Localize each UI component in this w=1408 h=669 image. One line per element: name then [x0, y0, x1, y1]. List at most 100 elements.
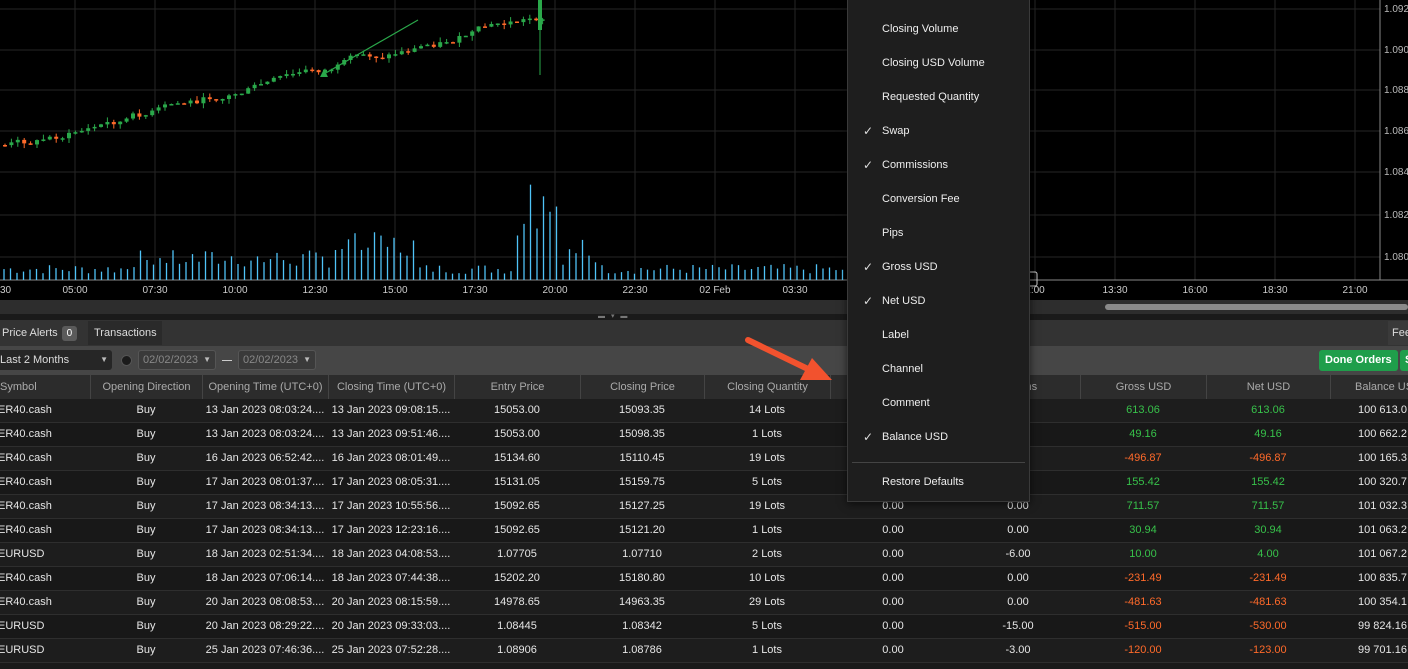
- column-header[interactable]: Closing Price: [580, 375, 704, 399]
- restore-defaults-item[interactable]: Restore Defaults: [848, 465, 1029, 499]
- chart-scrollbar-thumb[interactable]: [1105, 304, 1408, 310]
- candle-body: [227, 95, 231, 99]
- price-tick-label: 1.092: [1384, 4, 1408, 15]
- menu-item-requested-quantity[interactable]: Requested Quantity: [848, 80, 1029, 114]
- candle-body: [60, 138, 65, 140]
- table-cell-gross: -120.00: [1124, 644, 1162, 656]
- candle-body: [444, 42, 449, 44]
- menu-item-pips[interactable]: Pips: [848, 216, 1029, 250]
- custom-range-radio[interactable]: [121, 355, 132, 366]
- table-cell-gross: -231.49: [1124, 572, 1162, 584]
- s-button[interactable]: S: [1400, 350, 1408, 371]
- column-header[interactable]: Symbol: [0, 381, 37, 393]
- table-header: Symbol Opening Direction Opening Time (UTC…: [0, 375, 1408, 399]
- table-row[interactable]: ER40.cash Buy 17 Jan 2023 08:34:13.... 17 J…: [0, 519, 1408, 543]
- menu-item-commissions[interactable]: ✓ Commissions: [848, 148, 1029, 182]
- table-cell-symbol: EURUSD: [0, 644, 45, 656]
- column-header[interactable]: Opening Direction: [90, 375, 202, 399]
- column-header[interactable]: Entry Price: [454, 375, 580, 399]
- tab-fee[interactable]: Fee: [1388, 321, 1408, 345]
- date-from-field[interactable]: 02/02/2023 ▼: [138, 350, 216, 370]
- table-row[interactable]: ER40.cash Buy 17 Jan 2023 08:34:13.... 17 J…: [0, 495, 1408, 519]
- table-cell-close: 17 Jan 2023 10:55:56....: [331, 500, 451, 512]
- table-cell-bal: 100 835.7: [1358, 572, 1407, 584]
- table-cell-closep: 14963.35: [619, 596, 665, 608]
- table-row[interactable]: EURUSD Buy 25 Jan 2023 07:46:36.... 25 Jan …: [0, 639, 1408, 663]
- table-row[interactable]: ER40.cash Buy 13 Jan 2023 08:03:24.... 13 J…: [0, 399, 1408, 423]
- table-cell-bal: 100 354.1: [1358, 596, 1407, 608]
- table-cell-bal: 99 824.16: [1358, 620, 1407, 632]
- table-cell-symbol: ER40.cash: [0, 476, 52, 488]
- table-cell-net: -496.87: [1249, 452, 1287, 464]
- table-cell-entry: 15134.60: [494, 452, 540, 464]
- transactions-filter-bar: Last 2 Months ▼ 02/02/2023 ▼ 02/02/2023 …: [0, 346, 1408, 375]
- column-header[interactable]: Balance US: [1330, 375, 1408, 399]
- table-cell-net: 155.42: [1251, 476, 1285, 488]
- candle-body: [214, 99, 219, 101]
- panel-resize-handle[interactable]: ▬ ▾ ▬: [0, 313, 1408, 320]
- menu-item-closing-volume[interactable]: Closing Volume: [848, 12, 1029, 46]
- price-chart[interactable]: 1.092 1.090 1.088 1.086 1.084 1.082 1.080 30 05:…: [0, 0, 1408, 300]
- candle-body: [118, 121, 123, 125]
- column-header[interactable]: Gross USD: [1080, 375, 1206, 399]
- table-cell-gross: 613.06: [1126, 404, 1160, 416]
- table-row[interactable]: EURUSD Buy 20 Jan 2023 08:29:22.... 20 Jan …: [0, 615, 1408, 639]
- column-header[interactable]: Net USD: [1206, 375, 1330, 399]
- menu-item-label[interactable]: Label: [848, 318, 1029, 352]
- candle-body: [393, 54, 398, 56]
- table-cell-gross: 30.94: [1129, 524, 1157, 536]
- table-row[interactable]: ER40.cash Buy 18 Jan 2023 07:06:14.... 18 J…: [0, 567, 1408, 591]
- candle-body: [451, 42, 455, 44]
- time-tick-label: 30: [0, 285, 12, 296]
- column-header[interactable]: [830, 375, 956, 399]
- chart-scrollbar[interactable]: [0, 300, 1408, 314]
- menu-item-swap[interactable]: ✓ Swap: [848, 114, 1029, 148]
- menu-item-net-usd[interactable]: ✓ Net USD: [848, 284, 1029, 318]
- table-row[interactable]: ER40.cash Buy 13 Jan 2023 08:03:24.... 13 J…: [0, 423, 1408, 447]
- table-row[interactable]: ER40.cash Buy 16 Jan 2023 06:52:42.... 16 J…: [0, 447, 1408, 471]
- candle-body: [195, 100, 199, 104]
- column-header[interactable]: Opening Time (UTC+0): [202, 375, 328, 399]
- menu-item-label: Closing Volume: [882, 23, 959, 35]
- table-row[interactable]: ER40.cash Buy 20 Jan 2023 08:08:53.... 20 J…: [0, 591, 1408, 615]
- tab-price-alerts[interactable]: Price Alerts 0: [0, 321, 86, 345]
- table-row[interactable]: ER40.cash Buy 17 Jan 2023 08:01:37.... 17 J…: [0, 471, 1408, 495]
- menu-item-balance-usd[interactable]: ✓ Balance USD: [848, 420, 1029, 454]
- table-cell-symbol: ER40.cash: [0, 404, 52, 416]
- time-tick-label: 18:30: [1262, 285, 1287, 296]
- table-cell-gross: 10.00: [1129, 548, 1157, 560]
- candle-body: [521, 19, 526, 23]
- table-cell-close: 20 Jan 2023 09:33:03....: [331, 620, 451, 632]
- annotation-arrow-icon: [745, 337, 832, 380]
- menu-item-gross-usd[interactable]: ✓ Gross USD: [848, 250, 1029, 284]
- candle-body: [399, 51, 404, 55]
- menu-item-channel[interactable]: Channel: [848, 352, 1029, 386]
- candle-body: [188, 100, 193, 104]
- trade-marker-icon: [320, 69, 328, 77]
- table-cell-bal: 101 032.3: [1358, 500, 1407, 512]
- chart-canvas[interactable]: 1.092 1.090 1.088 1.086 1.084 1.082 1.080 30 05:…: [0, 0, 1408, 300]
- column-header[interactable]: Closing Time (UTC+0): [328, 375, 454, 399]
- table-cell-entry: 1.08445: [497, 620, 537, 632]
- date-to-field[interactable]: 02/02/2023 ▼: [238, 350, 316, 370]
- candle-body: [182, 103, 187, 105]
- time-tick-label: 02 Feb: [699, 285, 731, 296]
- candle-body: [310, 69, 315, 72]
- candle-body: [316, 70, 321, 73]
- table-cell-net: 4.00: [1257, 548, 1279, 560]
- column-header[interactable]: Closing Quantity: [704, 375, 830, 399]
- candle-body: [502, 23, 507, 25]
- menu-item-comment[interactable]: Comment: [848, 386, 1029, 420]
- tab-transactions[interactable]: Transactions: [88, 321, 162, 345]
- period-select[interactable]: Last 2 Months ▼: [0, 350, 112, 370]
- table-cell-qty: 1 Lots: [752, 644, 782, 656]
- table-row[interactable]: EURUSD Buy 18 Jan 2023 02:51:34.... 18 Jan …: [0, 543, 1408, 567]
- table-cell-swap: 0.00: [882, 596, 904, 608]
- table-cell-qty: 2 Lots: [752, 548, 782, 560]
- candle-body: [246, 88, 251, 94]
- menu-item-closing-usd-volume[interactable]: Closing USD Volume: [848, 46, 1029, 80]
- done-orders-button[interactable]: Done Orders: [1319, 350, 1398, 371]
- period-select-value: Last 2 Months: [0, 354, 70, 366]
- menu-item-conversion-fee[interactable]: Conversion Fee: [848, 182, 1029, 216]
- table-cell-gross: -515.00: [1124, 620, 1162, 632]
